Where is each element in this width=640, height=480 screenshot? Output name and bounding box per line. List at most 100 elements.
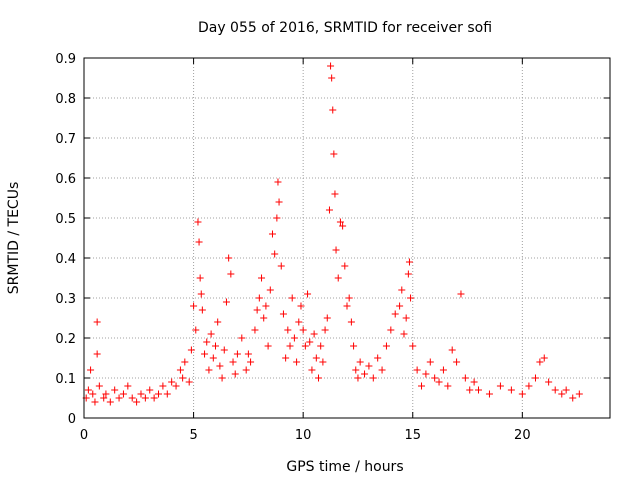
data-point [352,366,360,374]
data-point [251,326,259,334]
data-point [274,178,282,186]
data-point [150,394,158,402]
data-point [304,290,312,298]
data-point [317,342,325,350]
data-point [323,314,331,322]
data-point [95,382,103,390]
data-point [448,346,456,354]
data-point [297,302,305,310]
data-point [418,382,426,390]
data-point [453,358,461,366]
data-point [209,354,217,362]
data-point [531,374,539,382]
data-point [365,362,373,370]
data-point [244,350,252,358]
data-point [205,366,213,374]
data-point [255,294,263,302]
y-tick-label: 0.1 [55,372,76,387]
data-point [402,314,410,322]
data-point [569,394,577,402]
data-point [404,270,412,278]
data-point [387,326,395,334]
axis-ticks: 0 0.1 0.2 0.3 0.4 0.5 0.6 0.7 0.8 0.9 0 5 10 15 20 [55,52,610,443]
data-point [312,354,320,362]
data-point [268,230,276,238]
data-point [315,374,323,382]
data-point [203,338,211,346]
data-point [93,350,101,358]
data-point [306,338,314,346]
data-point [295,318,303,326]
data-point [396,302,404,310]
data-point [310,330,318,338]
y-tick-label: 0.2 [55,332,76,347]
x-tick-label: 10 [295,428,312,443]
data-point [308,366,316,374]
data-point [277,262,285,270]
y-tick-label: 0.8 [55,92,76,107]
data-point [91,398,99,406]
data-point [334,274,342,282]
data-point [242,366,250,374]
data-point [398,286,406,294]
data-point [196,274,204,282]
y-tick-label: 0.7 [55,132,76,147]
data-point [293,358,301,366]
data-point [575,390,583,398]
data-point [168,378,176,386]
data-point [405,258,413,266]
data-point [461,374,469,382]
data-point [350,342,358,350]
data-point [141,394,149,402]
data-point [343,302,351,310]
data-point [195,238,203,246]
data-points [82,62,583,406]
y-tick-label: 0.5 [55,212,76,227]
data-point [299,326,307,334]
data-point [400,330,408,338]
data-point [282,354,290,362]
data-point [253,306,261,314]
data-point [466,386,474,394]
data-point [264,342,272,350]
data-point [439,366,447,374]
data-point [435,378,443,386]
data-point [328,74,336,82]
data-point [181,358,189,366]
data-point [319,358,327,366]
data-point [374,354,382,362]
chart-title: Day 055 of 2016, SRMTID for receiver sof… [198,20,492,36]
data-point [194,218,202,226]
data-point [218,374,226,382]
data-point [356,358,364,366]
data-point [179,374,187,382]
data-point [159,382,167,390]
data-point [422,370,430,378]
data-point [214,318,222,326]
data-point [496,382,504,390]
y-tick-label: 0.4 [55,252,76,267]
data-point [192,326,200,334]
data-point [262,302,270,310]
data-point [540,354,548,362]
data-point [247,358,255,366]
data-point [187,346,195,354]
x-axis-title: GPS time / hours [286,459,403,475]
data-point [332,246,340,254]
x-tick-label: 15 [404,428,421,443]
data-point [378,366,386,374]
data-point [146,386,154,394]
data-point [222,298,230,306]
data-point [124,382,132,390]
data-point [258,274,266,282]
data-point [106,398,114,406]
data-point [409,342,417,350]
data-point [331,190,339,198]
data-point [284,326,292,334]
x-tick-label: 0 [80,428,88,443]
data-point [229,358,237,366]
plot-frame [83,57,611,419]
data-point [288,294,296,302]
data-point [286,342,294,350]
data-point [133,398,141,406]
